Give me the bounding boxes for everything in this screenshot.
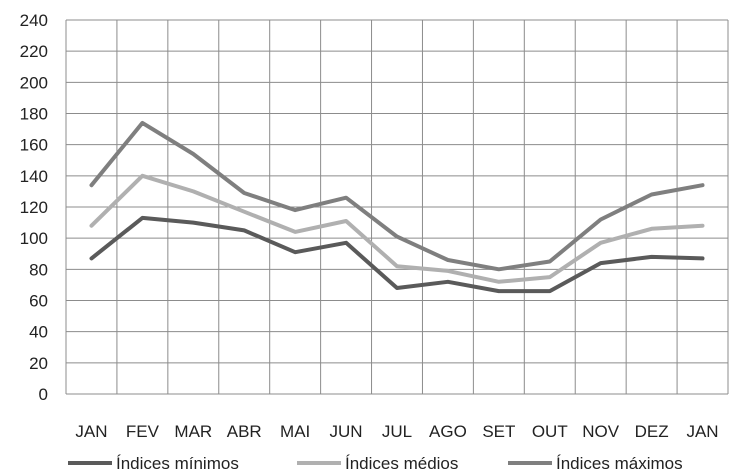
x-tick-label: JUN	[330, 422, 363, 441]
x-tick-label: AGO	[429, 422, 467, 441]
x-tick-label: OUT	[532, 422, 568, 441]
y-tick-label: 220	[20, 42, 48, 61]
x-tick-label: JUL	[382, 422, 412, 441]
y-tick-label: 80	[29, 260, 48, 279]
x-tick-label: FEV	[126, 422, 160, 441]
y-tick-label: 160	[20, 136, 48, 155]
y-tick-label: 180	[20, 105, 48, 124]
legend-label: Índices médios	[345, 454, 458, 472]
y-tick-label: 140	[20, 167, 48, 186]
legend-label: Índices máximos	[556, 454, 683, 472]
y-tick-label: 40	[29, 323, 48, 342]
legend: Índices mínimos Índices médios Índices máx…	[68, 454, 683, 472]
series-line-1	[89, 215, 705, 294]
y-tick-label: 20	[29, 354, 48, 373]
x-axis-ticks: JAN FEV MAR ABR MAI JUN JUL AGO SET OUT NOV DEZ JAN	[75, 422, 718, 441]
y-tick-label: 120	[20, 198, 48, 217]
legend-label: Índices mínimos	[116, 454, 239, 472]
x-tick-label: JAN	[686, 422, 718, 441]
x-tick-label: ABR	[227, 422, 262, 441]
series-lines	[89, 120, 705, 294]
series-line-3	[89, 120, 705, 272]
x-tick-label: SET	[482, 422, 515, 441]
x-tick-label: NOV	[582, 422, 620, 441]
y-axis-ticks: 0 20 40 60 80 100 120 140 160 180 200 220 240	[20, 11, 48, 404]
series-line-2	[89, 173, 705, 284]
y-tick-label: 100	[20, 229, 48, 248]
y-tick-label: 240	[20, 11, 48, 30]
x-tick-label: JAN	[75, 422, 107, 441]
x-tick-label: DEZ	[635, 422, 669, 441]
y-tick-label: 60	[29, 292, 48, 311]
x-tick-label: MAI	[280, 422, 310, 441]
y-tick-label: 200	[20, 73, 48, 92]
y-tick-label: 0	[39, 385, 48, 404]
x-tick-label: MAR	[174, 422, 212, 441]
